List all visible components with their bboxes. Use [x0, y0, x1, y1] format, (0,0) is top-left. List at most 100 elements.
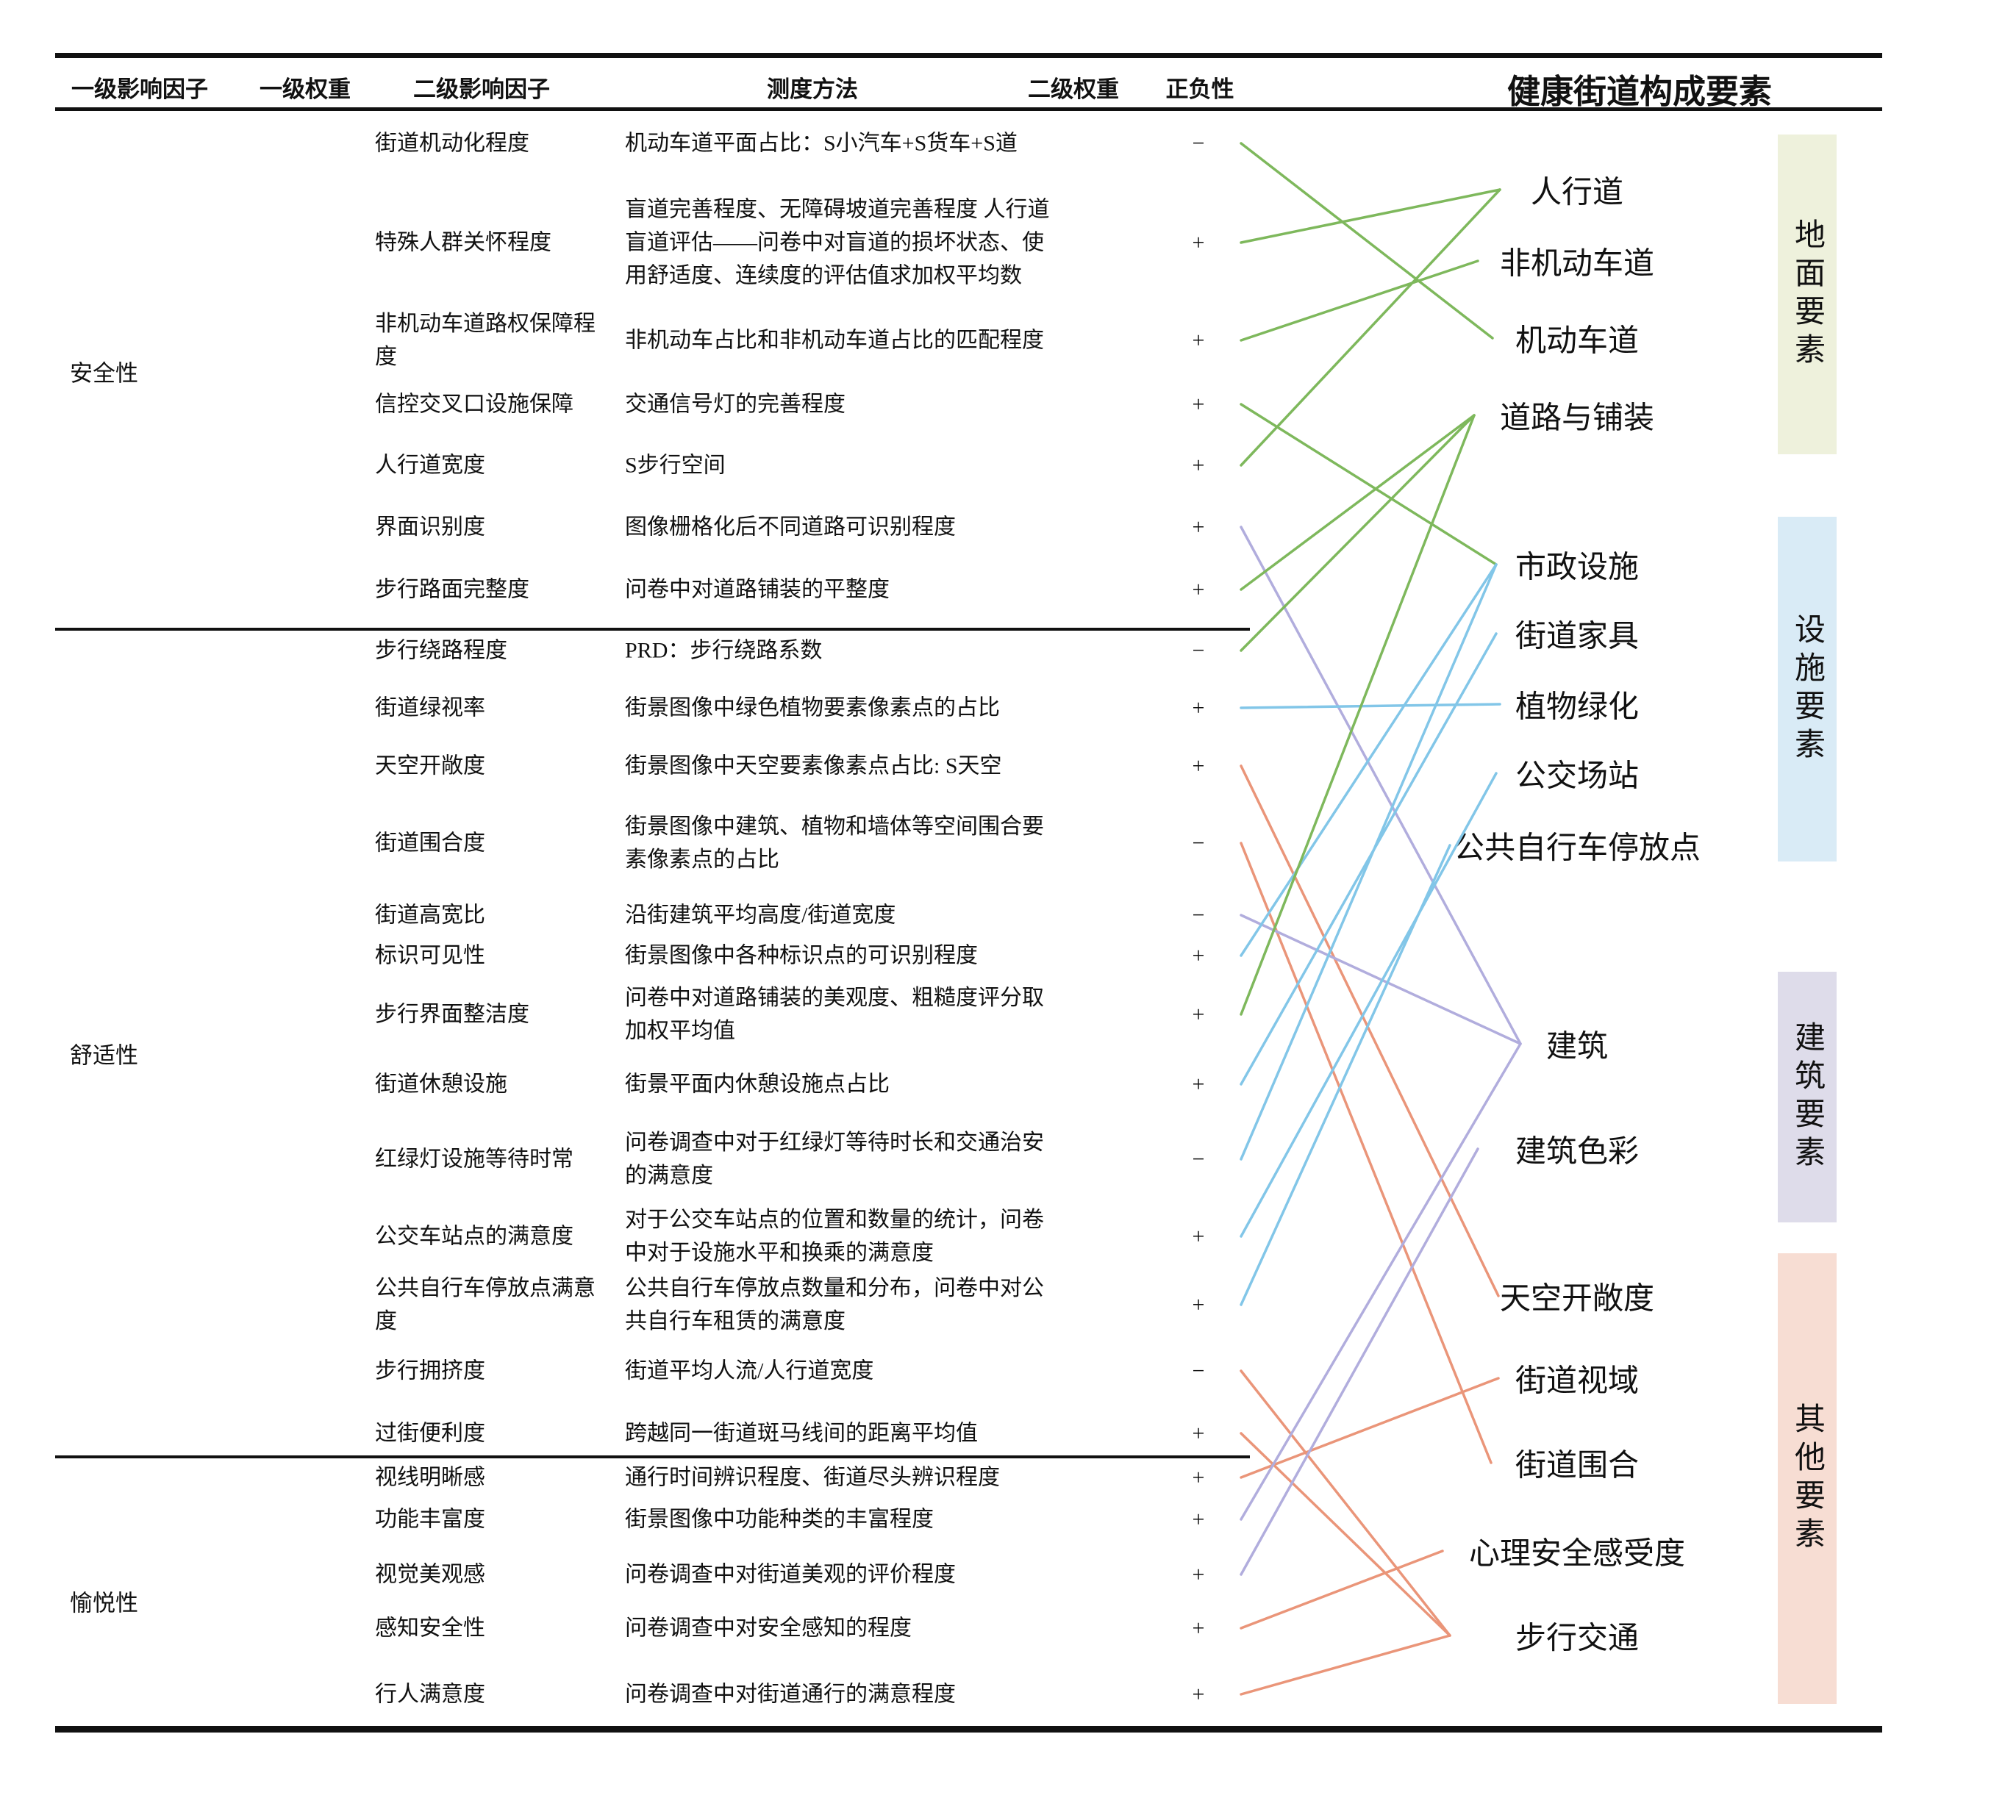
- sign-value: −: [1192, 903, 1205, 928]
- measurement-method-text: PRD：步行绕路系数: [625, 638, 823, 663]
- measurement-method-text: 通行时间辨识程度、街道尽头辨识程度: [625, 1465, 1000, 1490]
- secondary-factor-label: 信控交叉口设施保障: [375, 392, 573, 417]
- sign-value: +: [1192, 695, 1205, 720]
- secondary-factor-label: 街道绿视率: [375, 695, 485, 720]
- column-header: 正负性: [1165, 76, 1234, 102]
- measurement-method-text: 街景图像中天空要素像素点占比: S天空: [625, 753, 1002, 778]
- sign-value: +: [1192, 392, 1205, 417]
- connector-line-过街便利度: [1240, 1432, 1451, 1637]
- sign-value: +: [1192, 328, 1205, 353]
- element-group-label: 设施要素: [1790, 612, 1824, 766]
- street-element-label: 街道家具: [1515, 620, 1639, 654]
- sign-value: +: [1192, 753, 1205, 778]
- measurement-method-text: 街景图像中建筑、植物和墙体等空间围合要素像素点的占比: [625, 814, 1044, 872]
- sign-value: +: [1192, 1224, 1205, 1249]
- secondary-factor-label: 街道休憩设施: [375, 1072, 507, 1097]
- measurement-method-text: 交通信号灯的完善程度: [625, 392, 846, 417]
- secondary-factor-label: 红绿灯设施等待时常: [375, 1147, 573, 1172]
- street-element-label: 公共自行车停放点: [1453, 831, 1701, 866]
- street-element-label: 街道围合: [1515, 1449, 1639, 1483]
- secondary-factor-label: 行人满意度: [375, 1682, 485, 1707]
- sign-value: +: [1192, 1072, 1205, 1097]
- secondary-factor-label: 非机动车道路权保障程度: [375, 312, 596, 369]
- street-element-label: 心理安全感受度: [1468, 1537, 1685, 1572]
- primary-factor-label: 舒适性: [70, 1042, 138, 1069]
- measurement-method-text: 问卷中对道路铺装的美观度、粗糙度评分取加权平均值: [625, 986, 1044, 1043]
- column-header: 二级权重: [1028, 76, 1119, 102]
- primary-factor-label: 安全性: [70, 360, 138, 387]
- secondary-factor-label: 步行拥挤度: [375, 1358, 485, 1383]
- element-group-band: 其他要素: [1778, 1253, 1837, 1704]
- primary-factor-label: 愉悦性: [70, 1590, 138, 1616]
- measurement-method-text: 非机动车占比和非机动车道占比的匹配程度: [625, 328, 1044, 353]
- sign-value: +: [1192, 1292, 1205, 1317]
- sign-value: +: [1192, 943, 1205, 968]
- secondary-factor-label: 视觉美观感: [375, 1562, 485, 1587]
- sign-value: −: [1192, 131, 1205, 156]
- secondary-factor-label: 过街便利度: [375, 1421, 485, 1446]
- street-element-label: 市政设施: [1515, 551, 1639, 585]
- sign-value: +: [1192, 577, 1205, 602]
- street-element-label: 建筑: [1545, 1030, 1608, 1064]
- measurement-method-text: 沿街建筑平均高度/街道宽度: [625, 903, 896, 928]
- secondary-factor-label: 特殊人群关怀程度: [375, 230, 551, 255]
- measurement-method-text: 街景图像中绿色植物要素像素点的占比: [625, 695, 1000, 720]
- street-element-label: 公交场站: [1515, 759, 1639, 794]
- column-header: 二级影响因子: [413, 76, 550, 102]
- element-group-label: 地面要素: [1790, 218, 1824, 371]
- street-element-label: 道路与铺装: [1499, 401, 1654, 436]
- column-header: 测度方法: [767, 76, 858, 102]
- right-panel-title: 健康街道构成要素: [1506, 74, 1773, 110]
- secondary-factor-label: 天空开敞度: [375, 753, 485, 778]
- sign-value: +: [1192, 1682, 1205, 1707]
- element-group-band: 建筑要素: [1778, 972, 1837, 1222]
- element-group-band: 设施要素: [1778, 517, 1837, 861]
- secondary-factor-label: 街道机动化程度: [375, 131, 529, 156]
- measurement-method-text: 跨越同一街道斑马线间的距离平均值: [625, 1421, 978, 1446]
- street-element-label: 街道视域: [1515, 1364, 1639, 1399]
- secondary-factor-label: 公交车站点的满意度: [375, 1224, 573, 1249]
- street-element-label: 步行交通: [1515, 1622, 1639, 1656]
- measurement-method-text: 公共自行车停放点数量和分布，问卷中对公共自行车租赁的满意度: [625, 1276, 1044, 1333]
- section-divider-safety-comfort: [55, 628, 1250, 631]
- measurement-method-text: 图像栅格化后不同道路可识别程度: [625, 515, 956, 540]
- street-element-label: 植物绿化: [1515, 690, 1639, 725]
- secondary-factor-label: 步行路面完整度: [375, 577, 529, 602]
- top-rule-outer: [55, 53, 1882, 58]
- top-rule-inner: [55, 107, 1882, 111]
- sign-value: +: [1192, 515, 1205, 540]
- secondary-factor-label: 步行绕路程度: [375, 638, 507, 663]
- sign-value: +: [1192, 230, 1205, 255]
- secondary-factor-label: 公共自行车停放点满意度: [375, 1276, 596, 1333]
- sign-value: −: [1192, 1358, 1205, 1383]
- section-divider-comfort-pleasure: [55, 1455, 1250, 1458]
- sign-value: +: [1192, 1002, 1205, 1027]
- measurement-method-text: 对于公交车站点的位置和数量的统计，问卷中对于设施水平和换乘的满意度: [625, 1208, 1044, 1265]
- measurement-method-text: 问卷中对道路铺装的平整度: [625, 577, 890, 602]
- measurement-method-text: S步行空间: [625, 453, 726, 478]
- bottom-rule: [55, 1726, 1882, 1733]
- secondary-factor-label: 人行道宽度: [375, 453, 485, 478]
- secondary-factor-label: 街道围合度: [375, 831, 485, 856]
- secondary-factor-label: 功能丰富度: [375, 1507, 485, 1532]
- sign-value: −: [1192, 1147, 1205, 1172]
- sign-value: −: [1192, 638, 1205, 663]
- measurement-method-text: 街景图像中功能种类的丰富程度: [625, 1507, 934, 1532]
- secondary-factor-label: 界面识别度: [375, 515, 485, 540]
- secondary-factor-label: 街道高宽比: [375, 903, 485, 928]
- sign-value: +: [1192, 1616, 1205, 1641]
- secondary-factor-label: 视线明晰感: [375, 1465, 485, 1490]
- sign-value: +: [1192, 1562, 1205, 1587]
- secondary-factor-label: 步行界面整洁度: [375, 1002, 529, 1027]
- measurement-method-text: 问卷调查中对安全感知的程度: [625, 1616, 912, 1641]
- connector-line-行人满意度: [1240, 1634, 1451, 1696]
- measurement-method-text: 问卷调查中对街道通行的满意程度: [625, 1682, 956, 1707]
- street-element-label: 非机动车道: [1499, 247, 1654, 282]
- measurement-method-text: 盲道完善程度、无障碍坡道完善程度 人行道盲道评估——问卷中对盲道的损坏状态、使用…: [625, 197, 1050, 288]
- measurement-method-text: 街景平面内休憩设施点占比: [625, 1072, 890, 1097]
- measurement-method-text: 街景图像中各种标识点的可识别程度: [625, 943, 978, 968]
- element-group-label: 其他要素: [1790, 1402, 1824, 1555]
- connector-line-公共自行车停放点满意度: [1240, 844, 1451, 1306]
- sign-value: +: [1192, 453, 1205, 478]
- connector-line-步行拥挤度: [1240, 1369, 1451, 1637]
